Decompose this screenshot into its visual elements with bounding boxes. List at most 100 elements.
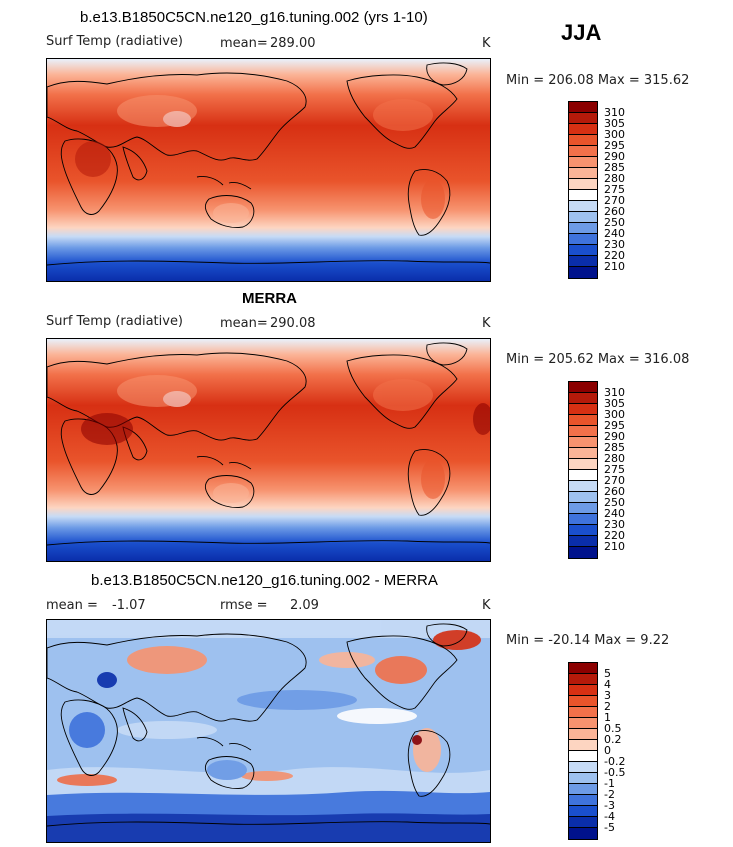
panel-2-colorbar-tick-label: 210 <box>604 540 625 553</box>
panel-1-colorbar-swatch <box>569 157 597 168</box>
panel-2-colorbar-swatch <box>569 404 597 415</box>
panel-1-variable-label: Surf Temp (radiative) <box>46 34 184 49</box>
panel-3-rmse-label: rmse = <box>220 598 268 613</box>
panel-2-colorbar-tick-label: 295 <box>604 419 625 432</box>
panel-2-colorbar-tick-label: 300 <box>604 408 625 421</box>
panel-3-colorbar-tick-label: -0.5 <box>604 766 626 779</box>
panel-2-map-graphic <box>47 339 490 561</box>
panel-1-colorbar-tick-label: 280 <box>604 172 625 185</box>
panel-3-map <box>46 619 491 843</box>
panel-2-colorbar-tick-label: 275 <box>604 463 625 476</box>
panel-3-colorbar-tick-label: 4 <box>604 678 611 691</box>
panel-2-colorbar-swatch <box>569 437 597 448</box>
panel-2-map <box>46 338 491 562</box>
panel-2-colorbar-tick-label: 285 <box>604 441 625 454</box>
panel-2-mean-label: mean= <box>220 316 268 331</box>
panel-1-map-graphic <box>47 59 490 281</box>
panel-3-colorbar-swatch <box>569 784 597 795</box>
panel-2-colorbar-swatch <box>569 448 597 459</box>
panel-2-colorbar-tick-label: 290 <box>604 430 625 443</box>
panel-1-units: K <box>482 36 491 51</box>
panel-2-colorbar-swatch <box>569 492 597 503</box>
panel-1-colorbar-tick-label: 270 <box>604 194 625 207</box>
panel-3-map-graphic <box>47 620 490 842</box>
panel-1-colorbar-swatch <box>569 113 597 124</box>
panel-1-colorbar-swatch <box>569 124 597 135</box>
panel-2-colorbar-swatch <box>569 514 597 525</box>
panel-1-colorbar-tick-label: 275 <box>604 183 625 196</box>
panel-1-colorbar-swatch <box>569 201 597 212</box>
panel-3-min-max: Min = -20.14 Max = 9.22 <box>506 633 670 648</box>
panel-2-colorbar-swatch <box>569 415 597 426</box>
panel-1-colorbar-tick-label: 250 <box>604 216 625 229</box>
panel-3-rmse-value: 2.09 <box>290 598 319 613</box>
panel-3-title: b.e13.B1850C5CN.ne120_g16.tuning.002 - M… <box>91 572 438 589</box>
panel-2-colorbar-swatch <box>569 547 597 558</box>
panel-1-colorbar-tick-label: 310 <box>604 106 625 119</box>
panel-2-colorbar-tick-label: 310 <box>604 386 625 399</box>
panel-3-colorbar-swatch <box>569 751 597 762</box>
panel-1-colorbar-tick-label: 300 <box>604 128 625 141</box>
panel-3-colorbar-swatch <box>569 806 597 817</box>
panel-2-colorbar-swatch <box>569 470 597 481</box>
panel-1-colorbar-swatch <box>569 168 597 179</box>
panel-1-colorbar-swatch <box>569 179 597 190</box>
panel-1-colorbar-swatch <box>569 135 597 146</box>
panel-3-colorbar-swatch <box>569 762 597 773</box>
panel-3-colorbar-swatch <box>569 740 597 751</box>
panel-2-colorbar-swatch <box>569 393 597 404</box>
panel-3-colorbar-tick-label: -5 <box>604 821 615 834</box>
panel-2-colorbar <box>568 381 598 559</box>
panel-3-colorbar-tick-label: 0.5 <box>604 722 622 735</box>
panel-2-colorbar-swatch <box>569 481 597 492</box>
panel-3-colorbar-tick-label: 5 <box>604 667 611 680</box>
panel-3-colorbar-tick-label: 2 <box>604 700 611 713</box>
panel-2-colorbar-tick-label: 220 <box>604 529 625 542</box>
panel-1-colorbar-tick-label: 285 <box>604 161 625 174</box>
panel-2-colorbar-tick-label: 230 <box>604 518 625 531</box>
panel-3-colorbar-tick-label: 0 <box>604 744 611 757</box>
panel-3-colorbar-tick-label: 0.2 <box>604 733 622 746</box>
panel-3-mean-label: mean = <box>46 598 98 613</box>
panel-2-colorbar-tick-label: 250 <box>604 496 625 509</box>
panel-1-title: b.e13.B1850C5CN.ne120_g16.tuning.002 (yr… <box>80 9 428 26</box>
panel-3-colorbar-tick-label: -3 <box>604 799 615 812</box>
panel-1-colorbar-swatch <box>569 245 597 256</box>
panel-1-mean-value: 289.00 <box>270 36 316 51</box>
panel-1-colorbar-tick-label: 220 <box>604 249 625 262</box>
panel-3-colorbar-swatch <box>569 663 597 674</box>
panel-2-title: MERRA <box>242 290 297 307</box>
panel-3-colorbar-swatch <box>569 729 597 740</box>
panel-3-colorbar-swatch <box>569 817 597 828</box>
panel-1-min-max: Min = 206.08 Max = 315.62 <box>506 73 690 88</box>
panel-1-colorbar-swatch <box>569 190 597 201</box>
panel-1-colorbar-tick-label: 295 <box>604 139 625 152</box>
panel-2-units: K <box>482 316 491 331</box>
panel-3-colorbar-tick-label: -1 <box>604 777 615 790</box>
panel-1-colorbar-swatch <box>569 267 597 278</box>
panel-2-colorbar-swatch <box>569 536 597 547</box>
panel-3-colorbar-swatch <box>569 773 597 784</box>
panel-1-colorbar-swatch <box>569 102 597 113</box>
panel-1-colorbar-tick-label: 210 <box>604 260 625 273</box>
panel-3-colorbar-swatch <box>569 674 597 685</box>
panel-2-colorbar-swatch <box>569 525 597 536</box>
panel-1-map <box>46 58 491 282</box>
panel-1-colorbar-swatch <box>569 146 597 157</box>
panel-1-colorbar <box>568 101 598 279</box>
panel-3-units: K <box>482 598 491 613</box>
panel-1-colorbar-tick-label: 240 <box>604 227 625 240</box>
panel-3-colorbar-tick-label: -2 <box>604 788 615 801</box>
panel-3-mean-value: -1.07 <box>112 598 146 613</box>
panel-2-colorbar-swatch <box>569 382 597 393</box>
panel-2-colorbar-swatch <box>569 503 597 514</box>
panel-1-mean-label: mean= <box>220 36 268 51</box>
panel-3-colorbar-swatch <box>569 707 597 718</box>
panel-1-colorbar-tick-label: 290 <box>604 150 625 163</box>
panel-3-colorbar-swatch <box>569 828 597 839</box>
panel-1-colorbar-tick-label: 230 <box>604 238 625 251</box>
panel-2-colorbar-tick-label: 240 <box>604 507 625 520</box>
panel-2-variable-label: Surf Temp (radiative) <box>46 314 184 329</box>
panel-1-colorbar-swatch <box>569 223 597 234</box>
panel-2-colorbar-tick-label: 260 <box>604 485 625 498</box>
